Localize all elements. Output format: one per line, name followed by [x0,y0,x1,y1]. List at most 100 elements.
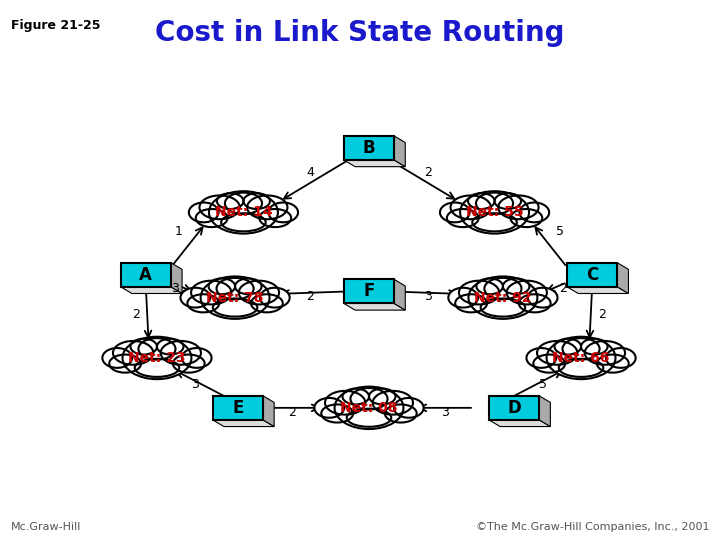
Ellipse shape [201,276,269,319]
Ellipse shape [519,294,551,312]
Ellipse shape [235,279,261,294]
Ellipse shape [213,299,257,316]
Text: 3: 3 [171,282,179,295]
Text: Mc.Graw-Hill: Mc.Graw-Hill [11,522,81,532]
Text: F: F [364,282,374,300]
Ellipse shape [239,281,279,305]
Ellipse shape [182,348,212,368]
Polygon shape [213,420,274,427]
Text: ©The Mc.Graw-Hill Companies, Inc., 2001: ©The Mc.Graw-Hill Companies, Inc., 2001 [476,522,709,532]
Polygon shape [539,396,550,427]
Ellipse shape [495,193,521,209]
Ellipse shape [161,341,201,364]
Polygon shape [344,303,405,310]
Ellipse shape [440,202,469,222]
Polygon shape [489,420,550,427]
Ellipse shape [138,338,176,360]
Text: 3: 3 [441,406,449,420]
Polygon shape [121,287,182,294]
Ellipse shape [498,195,539,219]
Ellipse shape [472,213,517,231]
Ellipse shape [209,279,235,294]
Text: Net: 78: Net: 78 [207,291,264,305]
Text: 4: 4 [307,166,315,179]
Ellipse shape [109,355,141,373]
Text: D: D [507,399,521,417]
Text: Figure 21-25: Figure 21-25 [11,19,100,32]
Ellipse shape [485,278,521,299]
Ellipse shape [477,279,503,294]
Ellipse shape [315,398,344,418]
Ellipse shape [325,391,365,415]
Text: Net: 55: Net: 55 [466,205,523,219]
Ellipse shape [503,279,529,294]
FancyBboxPatch shape [213,396,263,420]
Text: 1: 1 [174,225,182,238]
Ellipse shape [199,195,240,219]
Ellipse shape [373,391,413,415]
Text: 3: 3 [191,377,199,390]
Ellipse shape [581,339,608,355]
Text: E: E [232,399,243,417]
Ellipse shape [321,404,353,422]
Ellipse shape [247,195,287,219]
FancyBboxPatch shape [344,136,394,160]
Ellipse shape [102,348,132,368]
Polygon shape [171,263,182,294]
Ellipse shape [187,294,219,312]
Ellipse shape [481,299,525,316]
Text: 2: 2 [598,308,606,321]
Text: Cost in Link State Routing: Cost in Link State Routing [156,19,564,47]
Text: 5: 5 [556,225,564,238]
Ellipse shape [385,404,417,422]
Ellipse shape [447,209,479,227]
Ellipse shape [251,294,283,312]
Text: 2: 2 [307,290,315,303]
Ellipse shape [562,338,600,360]
Ellipse shape [526,348,556,368]
Text: 3: 3 [423,290,431,303]
Ellipse shape [460,191,529,234]
Ellipse shape [243,193,270,209]
Polygon shape [344,160,405,167]
Ellipse shape [537,341,577,364]
Ellipse shape [221,213,266,231]
Text: Net: 92: Net: 92 [474,291,531,305]
Polygon shape [394,279,405,310]
Ellipse shape [469,276,537,319]
Ellipse shape [394,398,423,418]
Ellipse shape [217,278,253,299]
Ellipse shape [519,202,549,222]
Ellipse shape [585,341,625,364]
Ellipse shape [122,337,192,379]
Text: Net: 23: Net: 23 [128,351,186,365]
Ellipse shape [510,209,542,227]
Text: Net: 08: Net: 08 [341,401,397,415]
Ellipse shape [343,389,369,404]
Ellipse shape [269,202,298,222]
Ellipse shape [606,348,636,368]
Ellipse shape [113,341,153,364]
Text: 2: 2 [289,406,297,420]
Text: B: B [363,139,375,157]
FancyBboxPatch shape [489,396,539,420]
Ellipse shape [455,294,487,312]
Ellipse shape [449,288,478,308]
Ellipse shape [217,193,243,209]
Polygon shape [617,263,629,294]
Text: Net: 14: Net: 14 [215,205,272,219]
Ellipse shape [135,359,179,377]
Ellipse shape [181,288,210,308]
Ellipse shape [459,281,499,305]
Ellipse shape [173,355,204,373]
Polygon shape [394,136,405,167]
FancyBboxPatch shape [344,279,394,303]
Text: 5: 5 [539,377,547,390]
Ellipse shape [189,202,219,222]
Ellipse shape [546,337,616,379]
Ellipse shape [507,281,547,305]
Ellipse shape [468,193,495,209]
Text: 2: 2 [132,308,140,321]
Ellipse shape [260,288,289,308]
Ellipse shape [528,288,557,308]
